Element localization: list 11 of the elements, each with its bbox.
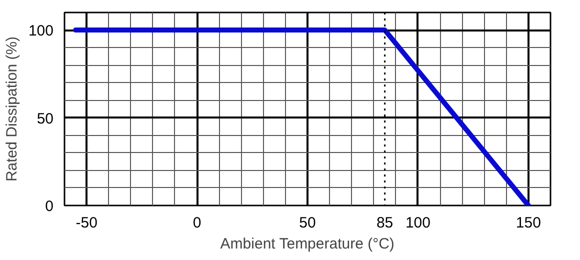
y-tick-label: 100 [28, 22, 54, 40]
x-tick-label: -50 [76, 214, 98, 232]
x-tick-label: 0 [192, 214, 202, 232]
x-tick-label: 50 [299, 214, 316, 232]
x-tick-label: 100 [405, 214, 430, 232]
y-tick-label: 50 [36, 110, 54, 128]
x-tick-label: 85 [376, 214, 394, 232]
y-axis-title: Rated Dissipation (%) [3, 36, 20, 182]
x-axis-title: Ambient Temperature (°C) [220, 236, 394, 252]
y-tick-label: 0 [45, 198, 54, 215]
x-tick-label: 150 [516, 214, 541, 232]
